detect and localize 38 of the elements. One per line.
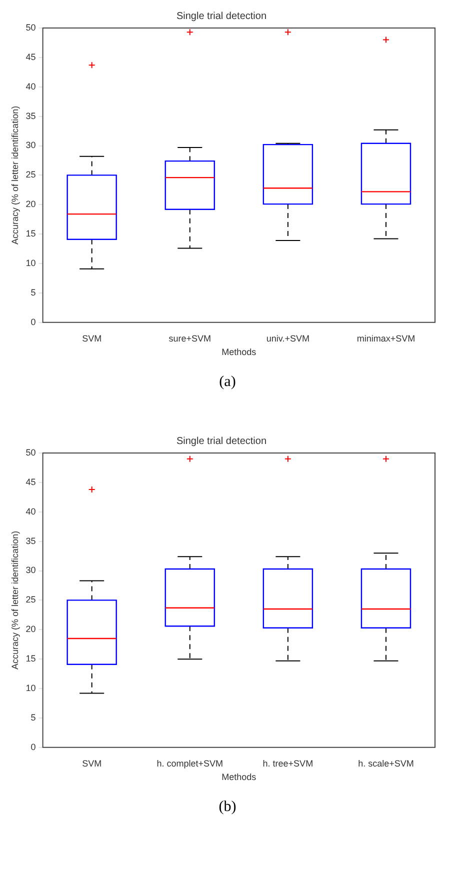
y-tick-label: 40 (26, 506, 36, 516)
y-tick-label: 10 (26, 258, 36, 268)
y-tick-label: 0 (30, 316, 36, 327)
x-tick-label: univ.+SVM (266, 333, 310, 344)
y-tick-label: 50 (26, 447, 36, 458)
x-tick-label: SVM (82, 758, 102, 768)
y-tick-label: 30 (26, 140, 36, 150)
y-tick-label: 35 (26, 536, 36, 546)
y-tick-label: 40 (26, 81, 36, 92)
y-tick-label: 20 (26, 624, 36, 634)
y-tick-label: 10 (26, 683, 36, 694)
x-axis-title: Methods (222, 347, 257, 358)
chart-title: Single trial detection (176, 10, 267, 22)
text: (b) (218, 799, 238, 816)
y-tick-label: 5 (30, 287, 36, 298)
y-tick-label: 5 (30, 712, 36, 722)
y-axis-title: Accuracy (% of letter identification) (10, 106, 20, 244)
y-tick-label: 20 (26, 199, 36, 210)
chart-title: Single trial detection (176, 436, 267, 447)
y-tick-label: 15 (26, 228, 36, 239)
x-tick-label: h. complet+SVM (156, 758, 224, 768)
y-tick-label: 45 (26, 52, 36, 62)
y-tick-label: 0 (30, 742, 36, 752)
x-tick-label: h. scale+SVM (358, 758, 414, 768)
y-tick-label: 50 (26, 22, 36, 32)
y-tick-label: 45 (26, 476, 36, 487)
text: (a) (218, 374, 237, 391)
y-axis-title: Accuracy (% of letter identification) (10, 530, 20, 670)
x-tick-label: minimax+SVM (356, 333, 416, 344)
y-tick-label: 30 (26, 565, 36, 576)
y-tick-label: 25 (26, 170, 36, 180)
y-tick-label: 15 (26, 654, 36, 664)
y-tick-label: 25 (26, 594, 36, 605)
x-tick-label: SVM (82, 333, 102, 344)
x-axis-title: Methods (222, 772, 257, 782)
x-tick-label: sure+SVM (168, 333, 212, 344)
x-tick-label: h. tree+SVM (262, 758, 314, 768)
y-tick-label: 35 (26, 110, 36, 121)
